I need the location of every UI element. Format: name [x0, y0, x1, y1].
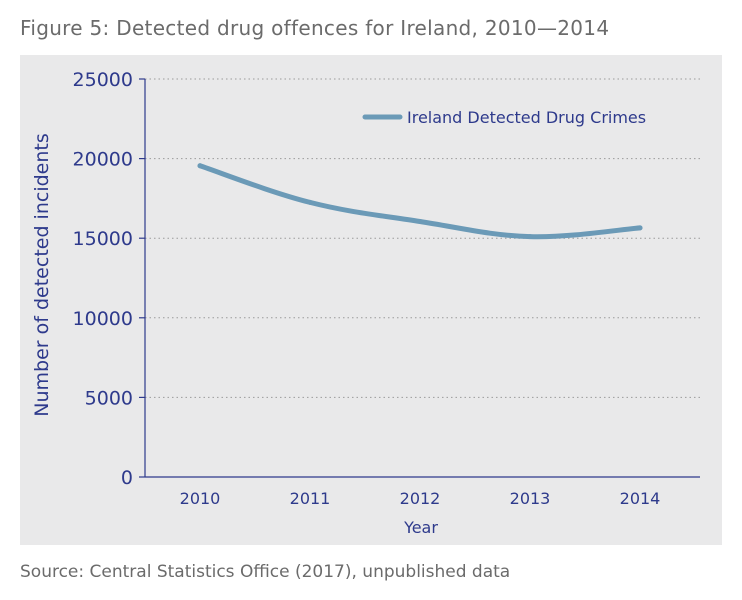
- data-point: [197, 163, 203, 169]
- data-point: [417, 218, 423, 224]
- x-tick-label: 2012: [400, 489, 441, 508]
- y-tick-label: 0: [121, 467, 133, 489]
- series-group: [197, 163, 643, 240]
- y-tick-label: 15000: [73, 228, 133, 250]
- source-note: Source: Central Statistics Office (2017)…: [20, 562, 511, 582]
- data-point: [637, 225, 643, 231]
- x-tick-labels: 2010 2011 2012 2013 2014: [180, 489, 661, 508]
- y-tick-label: 10000: [73, 308, 133, 330]
- x-tick-label: 2010: [180, 489, 221, 508]
- y-tick-label: 25000: [73, 69, 133, 91]
- x-axis-label: Year: [403, 518, 438, 537]
- x-tick-label: 2011: [290, 489, 331, 508]
- data-point: [527, 234, 533, 240]
- figure-title: Figure 5: Detected drug offences for Ire…: [20, 16, 610, 40]
- data-point: [307, 199, 313, 205]
- x-tick-label: 2014: [620, 489, 661, 508]
- axes: [144, 79, 700, 478]
- legend: Ireland Detected Drug Crimes: [362, 108, 646, 127]
- chart-panel: 0 5000 10000 15000 20000 25000 2010 2011 2012 20…: [20, 55, 722, 545]
- x-tick-label: 2013: [510, 489, 551, 508]
- y-axis-label: Number of detected incidents: [31, 133, 53, 416]
- y-tick-labels: 0 5000 10000 15000 20000 25000: [73, 69, 145, 489]
- y-tick-label: 5000: [85, 387, 133, 409]
- series-line: [197, 163, 643, 240]
- y-tick-label: 20000: [73, 149, 133, 171]
- legend-label: Ireland Detected Drug Crimes: [407, 108, 646, 127]
